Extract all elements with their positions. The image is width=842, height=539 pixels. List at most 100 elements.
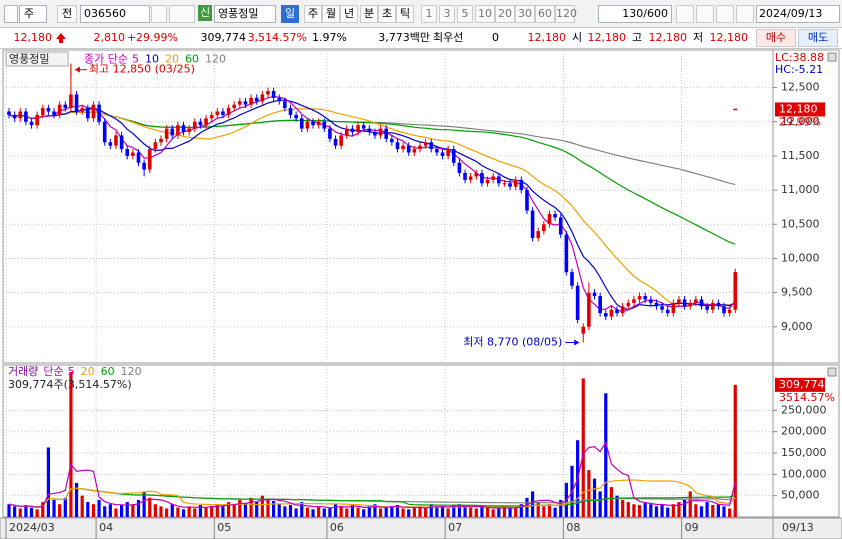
candle-body: [114, 135, 118, 146]
period-button[interactable]: 년: [340, 5, 358, 23]
volume-bar: [378, 508, 383, 517]
candle-body: [187, 128, 191, 133]
code-input[interactable]: 036560: [80, 5, 150, 23]
volume-bar: [266, 499, 270, 517]
candle-body: [632, 299, 636, 303]
volume-bar: [294, 508, 298, 517]
buy-button[interactable]: 매수: [756, 29, 796, 47]
volume-bar: [666, 507, 670, 517]
candle-body: [710, 302, 715, 310]
candle-body: [232, 104, 236, 109]
count-box[interactable]: 130/600: [598, 5, 672, 23]
price: 12,180: [13, 31, 53, 44]
candle-body: [12, 114, 17, 119]
y-tick-label: 12,000: [781, 115, 820, 128]
market-select[interactable]: 주: [19, 5, 47, 23]
volume-bar: [187, 506, 191, 517]
moving-average: [8, 111, 736, 245]
best-label: 최우선: [433, 31, 464, 44]
low-label: 저: [693, 31, 704, 44]
candle-body: [592, 292, 597, 297]
volume-bar: [514, 508, 518, 517]
volume-bar: [311, 509, 315, 517]
tool-button[interactable]: [696, 5, 714, 23]
volume-bar: [474, 508, 478, 517]
candle-body: [254, 97, 259, 102]
candle-body: [587, 292, 591, 327]
candle-body: [249, 97, 253, 105]
ma-period: 60: [185, 53, 199, 66]
settings-button[interactable]: [736, 5, 754, 23]
interval-button[interactable]: 60: [535, 5, 555, 23]
volume-bar: [649, 504, 653, 517]
candle-body: [131, 152, 135, 156]
interval-button[interactable]: 3: [439, 5, 455, 23]
period-button[interactable]: 분: [360, 5, 378, 23]
high: 12,180: [648, 31, 688, 44]
moving-average: [8, 108, 736, 308]
volume-bar: [536, 502, 540, 517]
candle-body: [356, 125, 360, 133]
interval-button[interactable]: 1: [421, 5, 437, 23]
candle-body: [266, 91, 270, 95]
date-box[interactable]: 2024/09/13: [756, 5, 840, 23]
candle-body: [733, 272, 738, 310]
volume-bar: [694, 504, 698, 517]
stock-name: 영풍정밀: [9, 53, 49, 66]
period-button[interactable]: 일: [281, 5, 299, 23]
open-label: 시: [572, 31, 583, 44]
volume-bar: [429, 504, 433, 517]
best-value: 0: [492, 31, 499, 44]
period-button[interactable]: 주: [304, 5, 322, 23]
volume-tag-label: 309,774: [779, 378, 825, 391]
volume-bar: [660, 505, 664, 517]
volume-bar: [497, 508, 501, 517]
candle-body: [412, 149, 417, 153]
candle-body: [553, 214, 557, 218]
volume-bar: [384, 507, 388, 517]
candle-body: [204, 118, 208, 126]
interval-button[interactable]: 10: [475, 5, 495, 23]
period-button[interactable]: 틱: [396, 5, 414, 23]
interval-button[interactable]: 20: [495, 5, 515, 23]
volume-bar: [131, 504, 135, 517]
note-arrow-head: [74, 66, 80, 73]
volume-tag: [775, 377, 825, 392]
interval-button[interactable]: 30: [515, 5, 535, 23]
candle-body: [530, 210, 535, 238]
x-tick-label: 2024/03: [9, 521, 55, 534]
candle-body: [63, 104, 68, 109]
candle-body: [305, 121, 310, 129]
volume-bar: [412, 507, 416, 517]
candle-body: [147, 149, 152, 170]
candle-body: [643, 296, 647, 300]
tool-button[interactable]: [716, 5, 734, 23]
volume-bar: [108, 504, 112, 517]
quote-bar: 12,180 2,810 +29.99% 309,774 3,514.57% 1…: [0, 28, 842, 49]
toolbar: 주 전 036560 신 영풍정밀 일 주 월 년 분 초 틱 1 3 5 10 20 30 60 120 …: [0, 0, 842, 28]
volume-bar: [148, 497, 152, 517]
volume-bar: [142, 491, 146, 517]
interval-button[interactable]: 120: [555, 5, 577, 23]
sell-button[interactable]: 매도: [798, 29, 838, 47]
x-tick-label: 08: [566, 521, 580, 534]
prev-button[interactable]: 전: [57, 5, 77, 23]
search-button[interactable]: [151, 5, 167, 23]
y-tick-label: 11,000: [781, 183, 820, 196]
ma-period: 20: [165, 53, 179, 66]
volume-bar: [226, 502, 231, 517]
interval-button[interactable]: 5: [457, 5, 473, 23]
volume-bar: [688, 491, 692, 517]
sound-button[interactable]: [169, 5, 195, 23]
tool-button[interactable]: [676, 5, 694, 23]
period-button[interactable]: 월: [322, 5, 340, 23]
volume-bar: [328, 507, 332, 517]
period-button[interactable]: 초: [378, 5, 396, 23]
candle-body: [581, 326, 586, 334]
volume-bar: [238, 499, 242, 517]
volume-bar: [74, 482, 79, 517]
candle-body: [125, 149, 130, 156]
menu-icon[interactable]: [4, 5, 18, 23]
candle-body: [74, 94, 79, 112]
candle-body: [654, 302, 659, 307]
